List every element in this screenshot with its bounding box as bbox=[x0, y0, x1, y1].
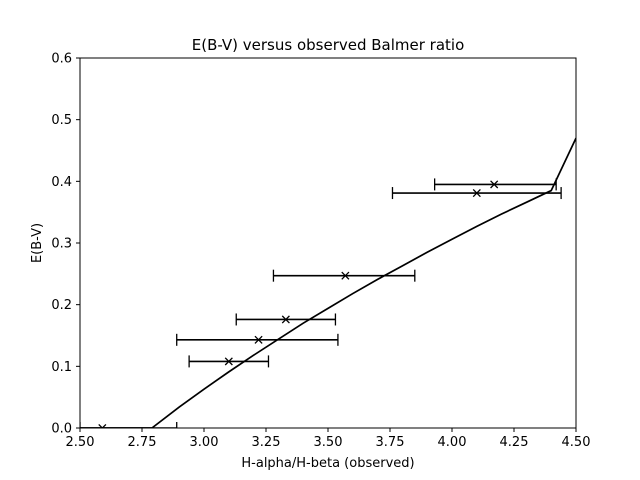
y-tick-label: 0.5 bbox=[51, 113, 72, 128]
x-marker bbox=[224, 357, 233, 366]
y-tick-label: 0.4 bbox=[51, 175, 72, 190]
x-marker bbox=[281, 315, 290, 324]
x-marker bbox=[98, 423, 107, 428]
y-tick-label: 0.6 bbox=[51, 52, 72, 67]
x-marker bbox=[490, 180, 499, 189]
x-marker bbox=[341, 271, 350, 280]
data-point bbox=[80, 422, 178, 428]
x-marker bbox=[254, 335, 263, 344]
y-tick-label: 0.3 bbox=[51, 237, 72, 252]
x-marker bbox=[472, 188, 481, 198]
data-point bbox=[188, 355, 270, 368]
data-point bbox=[433, 178, 557, 191]
x-tick-label: 2.75 bbox=[128, 435, 157, 450]
x-tick-label: 2.50 bbox=[66, 435, 95, 450]
y-tick-label: 0.0 bbox=[51, 422, 72, 437]
x-tick-label: 3.75 bbox=[376, 435, 405, 450]
x-axis: 2.50 2.75 3.00 3.25 3.50 3.75 4.00 4.25 4.50 bbox=[66, 428, 591, 450]
chart-title: E(B-V) versus observed Balmer ratio bbox=[192, 36, 465, 54]
x-tick-label: 4.50 bbox=[562, 435, 591, 450]
x-axis-label: H-alpha/H-beta (observed) bbox=[241, 456, 414, 471]
data-point bbox=[235, 313, 337, 326]
data-point bbox=[176, 333, 339, 346]
x-tick-label: 3.00 bbox=[190, 435, 219, 450]
x-tick-label: 3.50 bbox=[314, 435, 343, 450]
x-tick-label: 4.00 bbox=[438, 435, 467, 450]
plot-area bbox=[80, 137, 576, 428]
extinction-curve bbox=[80, 137, 576, 428]
y-tick-label: 0.2 bbox=[51, 298, 72, 313]
x-tick-label: 3.25 bbox=[252, 435, 281, 450]
y-tick-label: 0.1 bbox=[51, 360, 72, 375]
y-axis-label: E(B-V) bbox=[30, 223, 45, 263]
y-axis: 0.0 0.1 0.2 0.3 0.4 0.5 0.6 bbox=[51, 52, 80, 437]
x-tick-label: 4.25 bbox=[500, 435, 529, 450]
data-point bbox=[272, 269, 416, 282]
data-point bbox=[391, 187, 562, 200]
